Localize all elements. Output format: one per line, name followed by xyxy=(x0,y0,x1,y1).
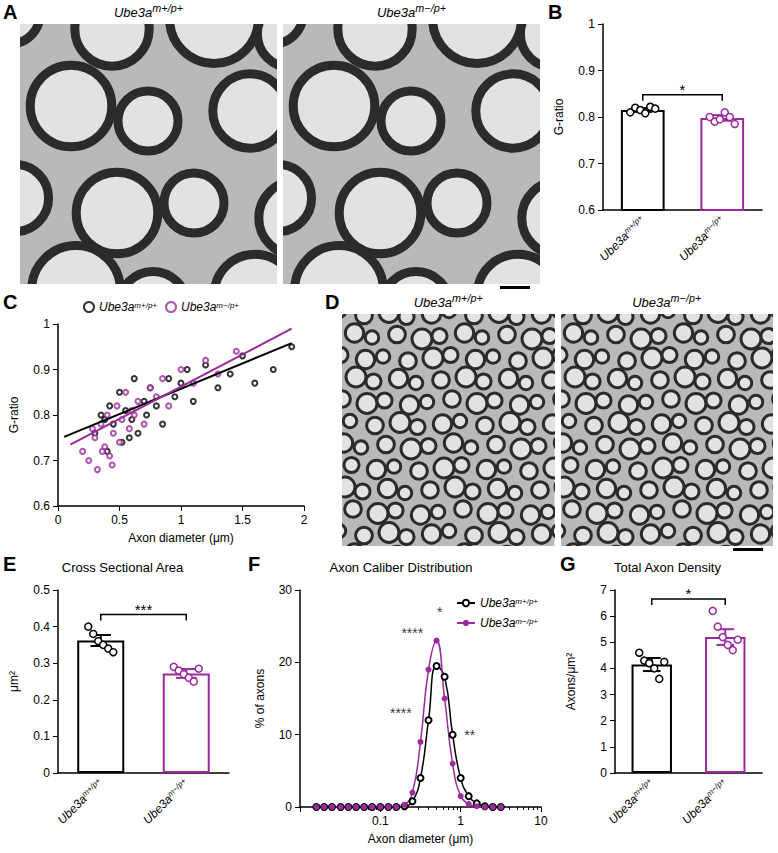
svg-text:Ube3a: Ube3a xyxy=(606,792,641,827)
svg-text:m−/p+: m−/p+ xyxy=(166,776,189,799)
svg-text:m+/p+: m+/p+ xyxy=(631,776,654,799)
svg-text:2: 2 xyxy=(600,714,607,728)
svg-text:0: 0 xyxy=(600,766,607,780)
svg-text:Total Axon Density: Total Axon Density xyxy=(614,560,721,575)
svg-text:10: 10 xyxy=(279,728,293,742)
svg-text:m−/p+: m−/p+ xyxy=(705,776,728,799)
html-text:Ube3am+/p+: Ube3am+/p+ xyxy=(413,292,483,311)
svg-text:2: 2 xyxy=(301,513,308,527)
svg-text:*: * xyxy=(437,604,443,620)
svg-text:μm²: μm² xyxy=(7,671,21,692)
svg-text:0.1: 0.1 xyxy=(33,729,50,743)
svg-text:1: 1 xyxy=(600,740,607,754)
svg-text:0.6: 0.6 xyxy=(578,203,595,217)
svg-text:7: 7 xyxy=(600,583,607,597)
svg-text:0.8: 0.8 xyxy=(33,408,50,422)
html-text:B: B xyxy=(548,1,563,23)
svg-text:1: 1 xyxy=(457,814,464,828)
svg-text:0.5: 0.5 xyxy=(111,513,128,527)
svg-text:m+/p+: m+/p+ xyxy=(80,776,103,799)
svg-text:Ube3a: Ube3a xyxy=(140,792,175,827)
svg-text:Axons/μm²: Axons/μm² xyxy=(564,653,578,711)
svg-text:G-ratio: G-ratio xyxy=(552,98,566,135)
svg-text:***: *** xyxy=(135,601,153,618)
svg-text:1: 1 xyxy=(588,17,595,31)
svg-text:0: 0 xyxy=(285,800,292,814)
svg-text:m+/p+: m+/p+ xyxy=(622,213,645,236)
html-text:C: C xyxy=(3,291,18,313)
svg-text:Cross Sectional Area: Cross Sectional Area xyxy=(62,560,184,575)
svg-text:4: 4 xyxy=(600,661,607,675)
svg-text:0.6: 0.6 xyxy=(33,499,50,513)
svg-text:0: 0 xyxy=(55,513,62,527)
svg-text:0.7: 0.7 xyxy=(33,454,50,468)
svg-text:****: **** xyxy=(390,705,412,721)
svg-text:Axon Caliber Distribution: Axon Caliber Distribution xyxy=(329,560,472,575)
svg-text:1.5: 1.5 xyxy=(234,513,251,527)
svg-text:0.7: 0.7 xyxy=(578,157,595,171)
svg-text:Ube3a: Ube3a xyxy=(181,300,217,314)
svg-text:0.9: 0.9 xyxy=(578,64,595,78)
svg-text:Ube3a: Ube3a xyxy=(679,792,714,827)
svg-text:0.3: 0.3 xyxy=(33,656,50,670)
html-text:Ube3am−/p+: Ube3am−/p+ xyxy=(632,292,702,311)
html-text:D: D xyxy=(325,291,340,313)
svg-text:*: * xyxy=(680,81,686,98)
svg-text:6: 6 xyxy=(600,609,607,623)
html-text:G: G xyxy=(560,553,576,575)
svg-text:Axon diameter (μm): Axon diameter (μm) xyxy=(128,531,234,545)
html-text:F: F xyxy=(248,553,261,575)
svg-text:Ube3a: Ube3a xyxy=(55,792,90,827)
svg-text:10: 10 xyxy=(534,814,548,828)
svg-text:m+/p+: m+/p+ xyxy=(134,301,157,310)
svg-text:% of axons: % of axons xyxy=(253,669,267,728)
svg-text:Axon diameter (μm): Axon diameter (μm) xyxy=(368,832,474,846)
svg-text:Ube3a: Ube3a xyxy=(99,300,135,314)
svg-text:*: * xyxy=(686,585,692,602)
svg-text:3: 3 xyxy=(600,688,607,702)
svg-text:0.1: 0.1 xyxy=(372,814,389,828)
svg-text:**: ** xyxy=(464,727,475,743)
svg-text:0.8: 0.8 xyxy=(578,110,595,124)
svg-text:0.4: 0.4 xyxy=(33,620,50,634)
html-text:E: E xyxy=(3,553,17,575)
html-text:A: A xyxy=(3,1,18,23)
svg-text:m+/p+: m+/p+ xyxy=(515,597,538,606)
svg-text:0.2: 0.2 xyxy=(33,693,50,707)
svg-text:m−/p+: m−/p+ xyxy=(515,617,538,626)
svg-text:1: 1 xyxy=(43,317,50,331)
svg-text:Ube3a: Ube3a xyxy=(676,229,711,264)
svg-text:30: 30 xyxy=(279,583,293,597)
svg-text:0.9: 0.9 xyxy=(33,363,50,377)
svg-text:Ube3a: Ube3a xyxy=(480,616,516,630)
svg-text:1: 1 xyxy=(178,513,185,527)
html-text:Ube3am−/p+: Ube3am−/p+ xyxy=(377,2,446,21)
html-text:Ube3am+/p+: Ube3am+/p+ xyxy=(114,2,183,21)
svg-text:G-ratio: G-ratio xyxy=(7,396,21,433)
svg-text:m−/p+: m−/p+ xyxy=(702,213,725,236)
svg-text:0.5: 0.5 xyxy=(33,583,50,597)
svg-text:Ube3a: Ube3a xyxy=(480,596,516,610)
svg-text:5: 5 xyxy=(600,635,607,649)
svg-text:0: 0 xyxy=(43,766,50,780)
svg-text:20: 20 xyxy=(279,655,293,669)
svg-text:Ube3a: Ube3a xyxy=(597,229,632,264)
svg-text:****: **** xyxy=(401,625,423,641)
svg-text:m−/p+: m−/p+ xyxy=(216,301,239,310)
